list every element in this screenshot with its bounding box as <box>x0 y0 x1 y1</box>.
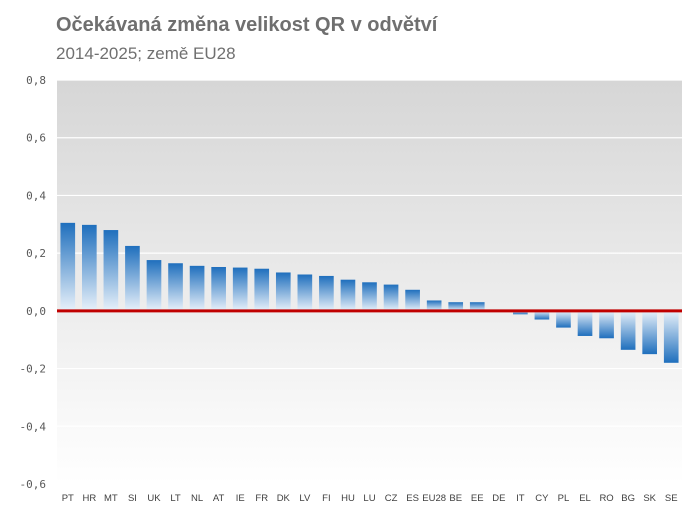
bar-lv <box>297 274 313 311</box>
y-tick-label: -0,2 <box>20 363 47 376</box>
bar-nl <box>189 265 205 311</box>
y-tick-label: 0,8 <box>26 74 46 87</box>
bar-it <box>513 310 528 315</box>
x-tick-label: PL <box>558 493 570 504</box>
y-tick-label: 0,2 <box>26 247 46 260</box>
bar-hr <box>82 224 97 311</box>
x-tick-label: AT <box>213 493 225 504</box>
x-tick-label: SE <box>665 493 678 504</box>
chart-subtitle: 2014-2025; země EU28 <box>56 44 236 63</box>
x-tick-label: LU <box>363 493 375 504</box>
bar-fi <box>319 275 334 311</box>
x-tick-label: EL <box>579 493 591 504</box>
bar-si <box>125 245 140 311</box>
x-tick-label: ES <box>406 493 419 504</box>
x-tick-label: BE <box>449 493 462 504</box>
x-tick-label: DE <box>492 493 505 504</box>
bar-sk <box>642 310 657 355</box>
x-tick-label: SK <box>643 493 656 504</box>
x-tick-label: RO <box>599 493 613 504</box>
x-tick-label: BG <box>621 493 635 504</box>
bar-ie <box>232 267 248 311</box>
x-tick-label: SI <box>128 493 137 504</box>
x-tick-label: FR <box>255 493 268 504</box>
y-tick-label: 0,0 <box>26 305 46 318</box>
x-tick-label: LT <box>170 493 181 504</box>
bar-eu28 <box>426 300 442 311</box>
x-tick-label: HR <box>82 493 96 504</box>
bar-fr <box>254 268 270 311</box>
bar-ro <box>599 310 614 339</box>
chart-title: Očekávaná změna velikost QR v odvětví <box>56 14 438 36</box>
x-tick-label: MT <box>104 493 118 504</box>
bar-lt <box>168 263 183 311</box>
bar-dk <box>275 272 291 311</box>
x-tick-label: CY <box>535 493 549 504</box>
x-tick-label: HU <box>341 493 355 504</box>
bar-uk <box>146 260 162 311</box>
x-tick-label: EU28 <box>422 493 446 504</box>
x-tick-label: PT <box>62 493 74 504</box>
y-tick-label: 0,6 <box>26 132 46 145</box>
bar-lu <box>362 282 377 311</box>
bar-ee <box>469 302 485 311</box>
bar-mt <box>103 230 119 311</box>
x-tick-label: IE <box>236 493 245 504</box>
x-tick-label: EE <box>471 493 484 504</box>
x-tick-label: UK <box>147 493 161 504</box>
x-tick-label: IT <box>516 493 525 504</box>
y-tick-label: -0,4 <box>20 420 47 433</box>
bar-se <box>663 310 679 363</box>
bar-pl <box>556 310 571 328</box>
bar-bg <box>620 310 636 350</box>
y-tick-label: 0,4 <box>26 189 46 202</box>
bar-pt <box>60 222 76 311</box>
y-tick-label: -0,6 <box>20 478 47 491</box>
bar-cy <box>534 310 550 320</box>
bar-at <box>211 266 226 311</box>
bar-hu <box>340 279 356 311</box>
x-tick-label: FI <box>322 493 330 504</box>
bar-el <box>577 310 593 336</box>
bar-cz <box>383 284 399 311</box>
bar-es <box>405 289 420 311</box>
x-tick-label: NL <box>191 493 203 504</box>
x-tick-label: LV <box>299 493 311 504</box>
x-tick-label: CZ <box>385 493 398 504</box>
bar-be <box>448 302 464 311</box>
x-tick-label: DK <box>277 493 291 504</box>
